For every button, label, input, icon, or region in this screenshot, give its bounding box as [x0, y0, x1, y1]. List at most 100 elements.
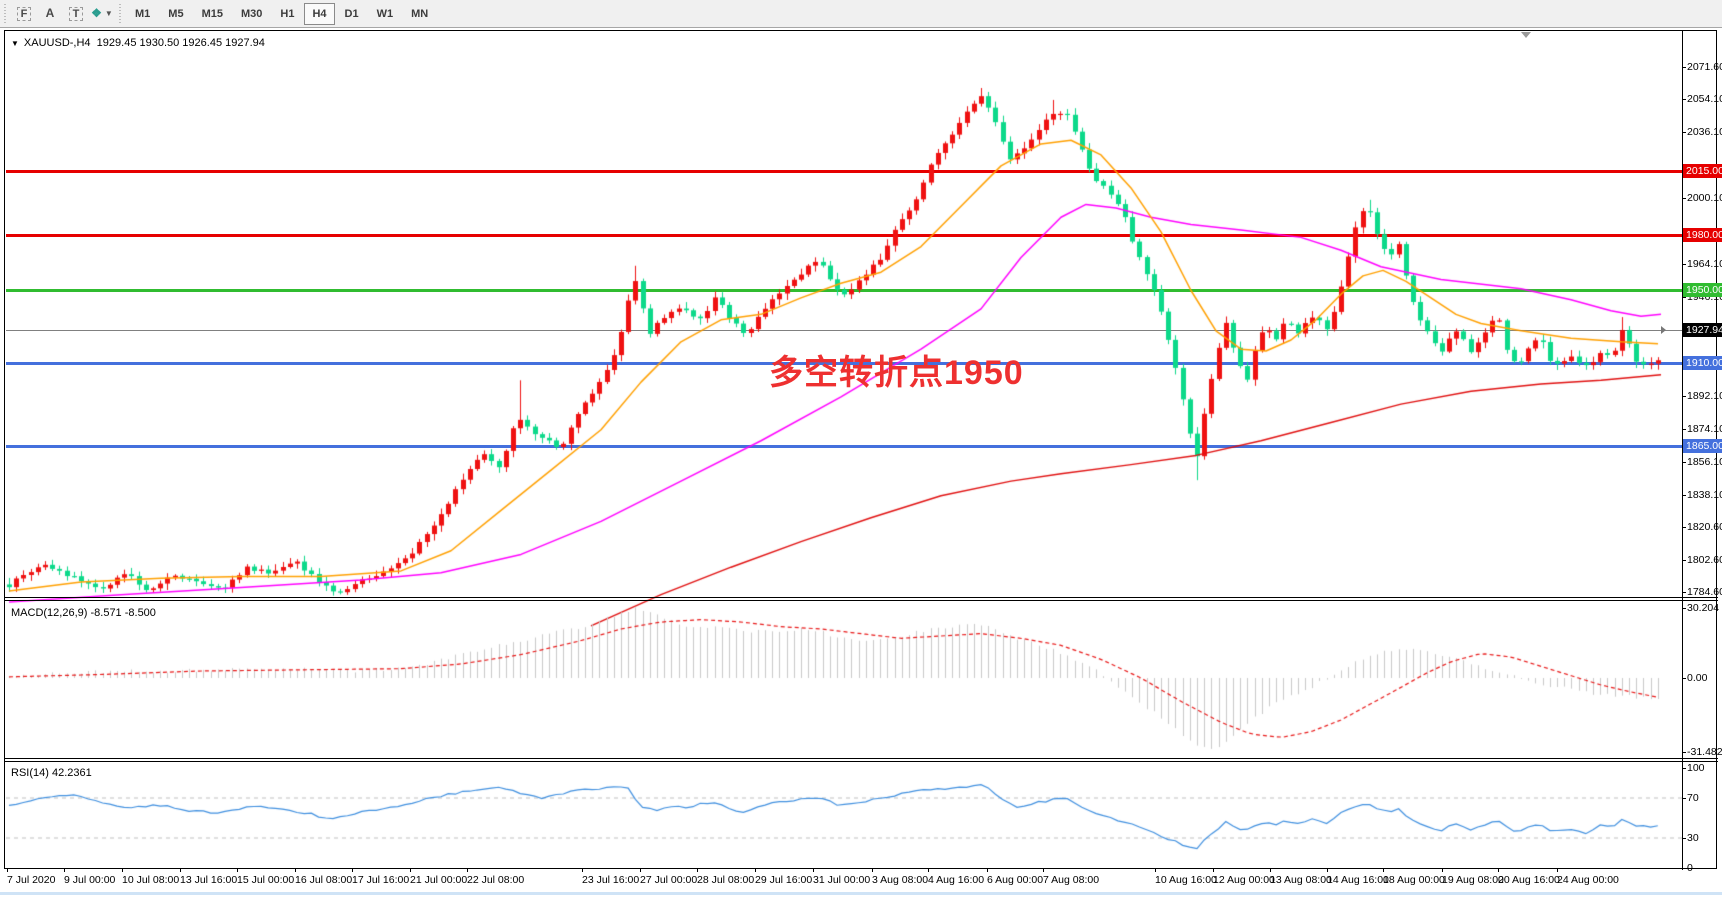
axis-tick-mark [1682, 132, 1686, 133]
panel-separator-2b[interactable] [5, 761, 1718, 762]
time-axis-label: 19 Aug 08:00 [1442, 874, 1504, 886]
time-axis-tick [410, 869, 411, 872]
level-price-label: 2015.00 [1683, 164, 1722, 178]
price-axis-tick-label: 2054.10 [1687, 93, 1722, 105]
time-axis-tick [813, 869, 814, 872]
time-axis-label: 10 Aug 16:00 [1155, 874, 1217, 886]
drawing-style-icon[interactable]: ❖ ▼ [91, 6, 113, 20]
axis-tick-mark [1682, 67, 1686, 68]
time-axis-tick [1383, 869, 1384, 872]
timeframe-button-m1[interactable]: M1 [135, 7, 151, 20]
price-axis-tick-label: 2036.10 [1687, 126, 1722, 138]
time-axis-label: 20 Aug 16:00 [1498, 874, 1560, 886]
text-label-icon[interactable]: T [64, 3, 88, 25]
time-axis-label: 13 Aug 08:00 [1270, 874, 1332, 886]
axis-tick-mark [1682, 592, 1686, 593]
time-axis-tick [180, 869, 181, 872]
chart-window: ▼ XAUUSD-,H4 1929.45 1930.50 1926.45 1927… [4, 30, 1722, 874]
price-axis-tick-label: 1964.10 [1687, 258, 1722, 270]
axis-tick-mark [1682, 396, 1686, 397]
time-axis-label: 10 Jul 08:00 [122, 874, 180, 886]
axis-tick-mark [1682, 99, 1686, 100]
time-axis-label: 18 Aug 00:00 [1383, 874, 1445, 886]
timeframe-button-m5[interactable]: M5 [168, 7, 184, 20]
rsi-axis-tick-label: 100 [1687, 762, 1705, 774]
time-axis-tick [64, 869, 65, 872]
toolbar-grip-2[interactable] [117, 3, 124, 24]
time-axis-tick [1270, 869, 1271, 872]
axis-tick-mark [1682, 868, 1686, 869]
status-strip [0, 892, 1722, 895]
timeframe-button-d1[interactable]: D1 [344, 7, 359, 20]
chart-shift-marker-icon[interactable] [1521, 32, 1531, 38]
time-axis-label: 16 Jul 08:00 [295, 874, 353, 886]
rsi-axis-tick-label: 70 [1687, 792, 1699, 804]
panel-separator-1a[interactable] [5, 597, 1718, 598]
timeframe-button-mn[interactable]: MN [411, 7, 429, 20]
chart-annotation-text[interactable]: 多空转折点1950 [769, 354, 1024, 392]
timeframe-button-w1[interactable]: W1 [376, 7, 394, 20]
macd-label: MACD(12,26,9) -8.571 -8.500 [11, 607, 156, 619]
time-axis-tick [1213, 869, 1214, 872]
axis-tick-mark [1682, 608, 1686, 609]
price-axis-line [1682, 31, 1683, 870]
rsi-axis-tick-label: 0 [1687, 862, 1693, 874]
timeframe-button-m15[interactable]: M15 [201, 7, 223, 20]
time-axis-label: 7 Jul 2020 [7, 874, 56, 886]
panel-separator-1b[interactable] [5, 600, 1718, 601]
time-axis-tick [697, 869, 698, 872]
chart-title[interactable]: ▼ XAUUSD-,H4 1929.45 1930.50 1926.45 1927… [11, 37, 265, 49]
indicator-frame-icon[interactable]: F [12, 3, 36, 25]
main-chart-canvas[interactable] [6, 62, 1682, 627]
level-price-label: 1950.00 [1683, 283, 1722, 297]
time-axis-tick [872, 869, 873, 872]
toolbar-grip[interactable] [2, 3, 9, 24]
chart-ohlc-values: 1929.45 1930.50 1926.45 1927.94 [96, 37, 265, 49]
axis-tick-mark [1682, 560, 1686, 561]
time-axis-tick [122, 869, 123, 872]
rsi-canvas[interactable] [6, 762, 1682, 869]
time-axis-label: 29 Jul 16:00 [755, 874, 813, 886]
macd-canvas[interactable] [6, 601, 1682, 758]
price-axis-tick-label: 1838.10 [1687, 489, 1722, 501]
axis-tick-mark [1682, 527, 1686, 528]
axis-tick-mark [1682, 798, 1686, 799]
time-axis-label: 23 Jul 16:00 [582, 874, 640, 886]
toolbar: F A T ❖ ▼ M1 M5 M15 M30 H1 H4 D1 W1 MN [0, 0, 1722, 28]
timeframe-button-h4[interactable]: H4 [304, 2, 335, 25]
macd-values: -8.571 -8.500 [90, 607, 156, 619]
timeframe-button-m30[interactable]: M30 [240, 7, 263, 20]
axis-tick-mark [1682, 768, 1686, 769]
macd-axis-tick-label: -31.482 [1687, 746, 1722, 758]
price-axis-tick-label: 2071.60 [1687, 61, 1722, 73]
time-axis-tick [1327, 869, 1328, 872]
timeframe-button-h1[interactable]: H1 [280, 7, 295, 20]
level-price-label: 1865.00 [1683, 439, 1722, 453]
axis-tick-mark [1682, 429, 1686, 430]
time-axis-tick [640, 869, 641, 872]
time-axis-label: 13 Jul 16:00 [180, 874, 238, 886]
time-axis-label: 17 Jul 16:00 [352, 874, 410, 886]
axis-tick-mark [1682, 678, 1686, 679]
rsi-axis-tick-label: 30 [1687, 832, 1699, 844]
price-axis-tick-label: 1820.60 [1687, 521, 1722, 533]
axis-tick-mark [1682, 297, 1686, 298]
axis-tick-mark [1682, 198, 1686, 199]
time-axis-tick [352, 869, 353, 872]
time-axis-label: 7 Aug 08:00 [1043, 874, 1100, 886]
expand-triangle-icon[interactable]: ▼ [11, 39, 19, 48]
time-axis-tick [1043, 869, 1044, 872]
time-axis-tick [1557, 869, 1558, 872]
time-axis-label: 6 Aug 00:00 [987, 874, 1044, 886]
time-axis-label: 31 Jul 00:00 [813, 874, 871, 886]
price-axis-tick-label: 1856.10 [1687, 456, 1722, 468]
panel-separator-2a[interactable] [5, 758, 1718, 759]
time-axis-tick [295, 869, 296, 872]
rsi-label: RSI(14) 42.2361 [11, 767, 92, 779]
time-axis-label: 22 Jul 08:00 [467, 874, 525, 886]
time-axis-label: 4 Aug 16:00 [928, 874, 985, 886]
font-icon[interactable]: A [45, 6, 55, 20]
price-axis-tick-label: 2000.10 [1687, 192, 1722, 204]
macd-axis-tick-label: 0.00 [1687, 672, 1708, 684]
